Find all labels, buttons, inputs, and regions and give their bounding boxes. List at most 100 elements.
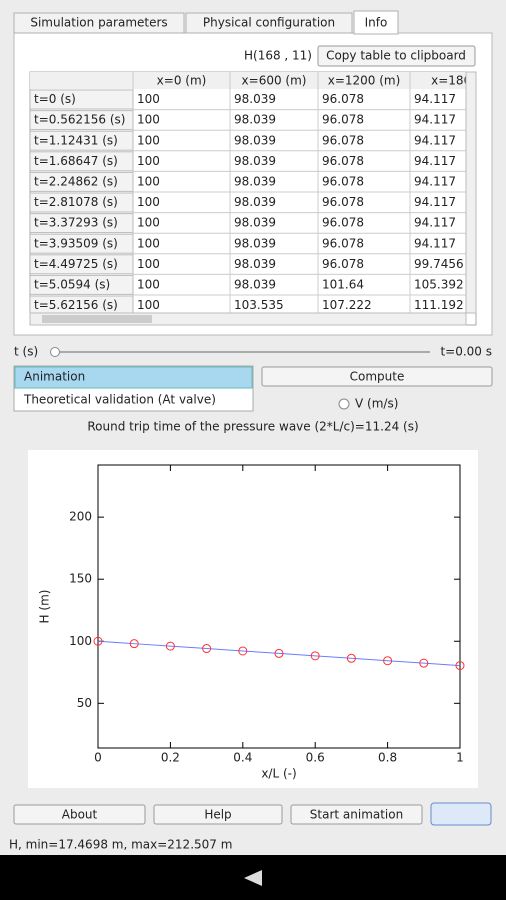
marker — [346, 653, 356, 663]
tab-label: Info — [365, 16, 388, 30]
table-cell: 96.078 — [322, 257, 364, 271]
x-tick-label: 0.8 — [378, 751, 397, 765]
row-label: t=5.62156 (s) — [34, 298, 118, 312]
table-cell: 94.117 — [414, 216, 456, 230]
table-cell: 94.117 — [414, 113, 456, 127]
round-trip: Round trip time of the pressure wave (2*… — [87, 420, 418, 434]
copy-button[interactable] — [317, 45, 476, 67]
table-cell: 96.078 — [322, 216, 364, 230]
marker — [202, 644, 212, 654]
x-tick-label: 0.6 — [306, 751, 325, 765]
table-cell: 96.078 — [322, 195, 364, 209]
table-cell: 94.117 — [414, 133, 456, 147]
header-row — [30, 72, 466, 89]
table-cell: 98.039 — [234, 113, 276, 127]
table-cell: 100 — [137, 216, 160, 230]
y-tick-label: 150 — [69, 572, 92, 586]
row-header — [30, 110, 134, 131]
table-cell: 103.535 — [234, 298, 284, 312]
row-label: t=0 (s) — [34, 92, 76, 106]
table-cell: 100 — [137, 195, 160, 209]
marker — [455, 661, 465, 671]
row-header — [30, 274, 134, 295]
row-label: t=4.49725 (s) — [34, 257, 118, 271]
line — [98, 640, 460, 667]
copy-button-label: Copy table to clipboard — [326, 49, 466, 63]
table-cell: 96.078 — [322, 154, 364, 168]
x-axis-label: x/L (-) — [261, 767, 296, 781]
table-cell: 100 — [137, 154, 160, 168]
column-header: x=0 (m) — [157, 74, 207, 88]
marker — [419, 658, 429, 668]
help-button[interactable] — [153, 804, 283, 825]
row-header — [30, 213, 134, 234]
row-header — [30, 130, 134, 151]
y-axis-label: H (m) — [38, 590, 52, 624]
table-cell: 94.117 — [414, 195, 456, 209]
table-cell: 100 — [137, 92, 160, 106]
column-header: x=1200 (m) — [328, 74, 401, 88]
marker — [238, 646, 248, 656]
marker — [93, 636, 103, 646]
x-tick-label: 0 — [94, 751, 102, 765]
row-label: t=1.12431 (s) — [34, 133, 118, 147]
h-scroll-thumb[interactable] — [42, 315, 152, 323]
table-cell: 107.222 — [322, 298, 372, 312]
table-cell: 98.039 — [234, 236, 276, 250]
radio[interactable] — [338, 398, 350, 410]
tab[interactable] — [353, 10, 399, 35]
marker — [383, 656, 393, 666]
table-cell: 98.039 — [234, 195, 276, 209]
row-header — [30, 171, 134, 192]
table-cell: 98.039 — [234, 257, 276, 271]
row-label: t=1.68647 (s) — [34, 154, 118, 168]
table-cell: 98.039 — [234, 278, 276, 292]
marker — [310, 651, 320, 661]
button-label: About — [62, 808, 98, 822]
v-scrollbar[interactable] — [465, 71, 477, 314]
about-button[interactable] — [13, 804, 146, 825]
x-tick-label: 0.2 — [161, 751, 180, 765]
row-header — [30, 295, 134, 313]
row-label: t=5.0594 (s) — [34, 278, 110, 292]
mode-item[interactable]: Animation — [24, 370, 85, 384]
x-tick-label: 1 — [456, 751, 464, 765]
row-label: t=0.562156 (s) — [34, 113, 125, 127]
table-cell: 96.078 — [322, 133, 364, 147]
table-cell: 96.078 — [322, 113, 364, 127]
compute-button[interactable] — [261, 366, 493, 387]
plot-frame — [97, 464, 461, 749]
column-header: x=600 (m) — [242, 74, 307, 88]
table-cell: 98.039 — [234, 92, 276, 106]
table-cell: 94.117 — [414, 154, 456, 168]
mode-item[interactable]: Theoretical validation (At valve) — [23, 393, 216, 407]
start-button[interactable] — [290, 804, 423, 825]
tab-label: Physical configuration — [203, 16, 335, 30]
row-header — [30, 233, 134, 254]
table-cell: 101.64 — [322, 278, 364, 292]
row-header — [30, 89, 134, 110]
y-tick-label: 200 — [69, 510, 92, 524]
mode-selected[interactable] — [14, 366, 253, 389]
marker — [129, 639, 139, 649]
y-tick-label: 50 — [77, 696, 92, 710]
tab-label: Simulation parameters — [30, 16, 167, 30]
row-label: t=2.81078 (s) — [34, 195, 118, 209]
table-cell: 94.117 — [414, 175, 456, 189]
button-label: Help — [204, 808, 231, 822]
slider-thumb[interactable] — [50, 347, 60, 357]
row-header — [30, 151, 134, 172]
table-cell: 100 — [137, 236, 160, 250]
back-button[interactable] — [244, 870, 262, 886]
logo[interactable] — [430, 802, 492, 826]
table-cell: 100 — [137, 298, 160, 312]
table-cell: 98.039 — [234, 154, 276, 168]
chart-area — [28, 450, 478, 788]
table-cell: 111.192 — [414, 298, 464, 312]
time-display: t=0.00 s — [440, 345, 492, 359]
tab[interactable] — [185, 12, 353, 34]
tab[interactable] — [13, 12, 185, 34]
button-label: Start animation — [310, 808, 403, 822]
